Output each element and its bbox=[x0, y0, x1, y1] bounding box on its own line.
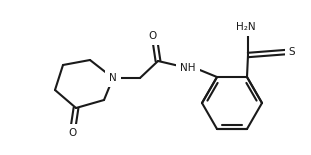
Text: O: O bbox=[149, 31, 157, 41]
Text: N: N bbox=[109, 73, 117, 83]
Text: S: S bbox=[289, 47, 295, 57]
Text: O: O bbox=[69, 128, 77, 138]
Text: H₂N: H₂N bbox=[236, 22, 256, 32]
Text: NH: NH bbox=[180, 63, 196, 73]
